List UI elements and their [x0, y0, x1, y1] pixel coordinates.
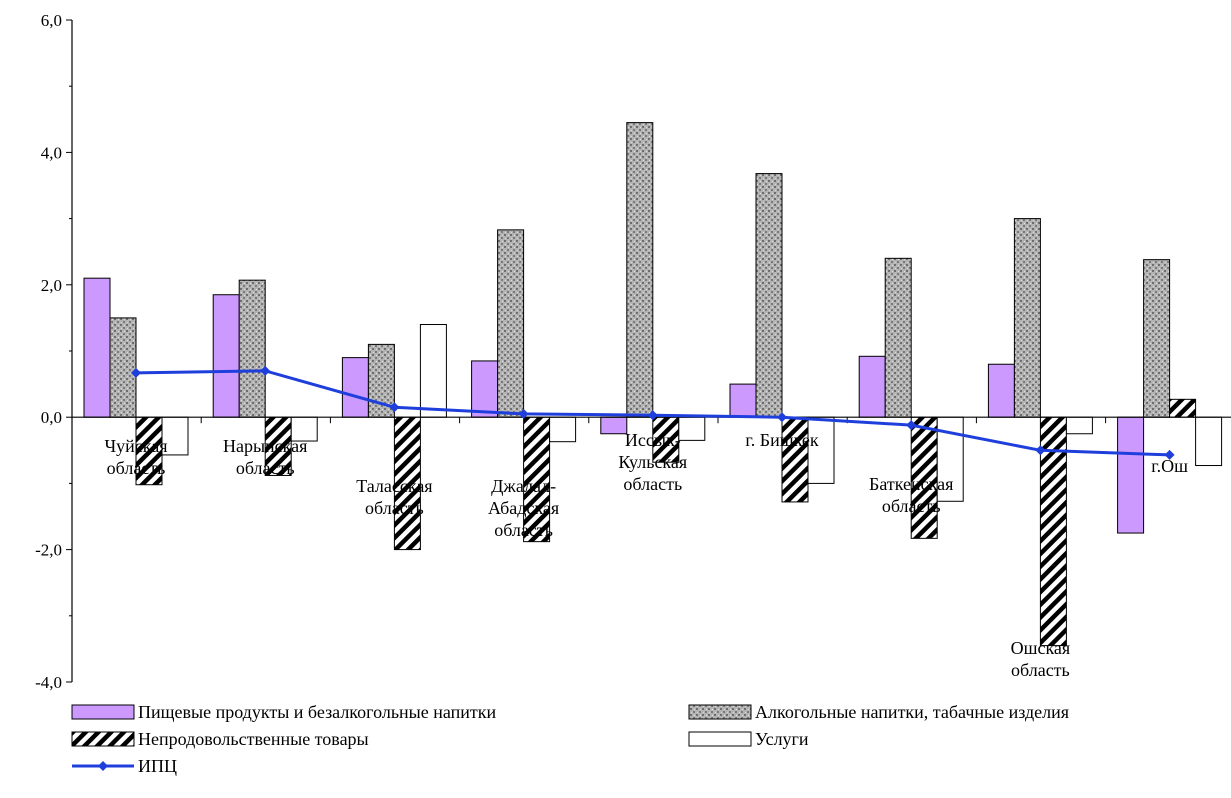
- legend-label: Пищевые продукты и безалкогольные напитк…: [138, 702, 497, 722]
- legend-swatch: [71, 731, 135, 747]
- nonfood-bar: [1169, 398, 1197, 418]
- category-label-line: область: [494, 520, 553, 540]
- legend-item: Непродовольственные товары: [71, 729, 369, 749]
- nonfood-bar: [1039, 416, 1067, 647]
- legend-item: Алкогольные напитки, табачные изделия: [688, 702, 1069, 722]
- y-tick-label: -2,0: [35, 541, 62, 560]
- category-label: г.Ош: [1151, 456, 1188, 476]
- services-bar: [161, 416, 189, 456]
- category-label-line: область: [107, 458, 166, 478]
- food-bar: [858, 355, 886, 418]
- services-bar: [549, 416, 577, 443]
- legend-label: Услуги: [755, 729, 809, 749]
- alcohol-bar: [109, 317, 137, 418]
- cpi-point: [777, 412, 787, 423]
- nonfood-bar: [523, 416, 551, 543]
- alcohol-bar: [884, 257, 912, 418]
- legend-item: Услуги: [688, 729, 809, 749]
- category-label-line: г. Бишкек: [745, 430, 818, 450]
- category-label-line: Ошская: [1011, 638, 1071, 658]
- food-bar: [729, 383, 757, 418]
- category-label-line: Джалал-: [491, 476, 556, 496]
- category-label-line: область: [236, 458, 295, 478]
- cpi-point: [647, 410, 658, 421]
- y-tick-label: 0,0: [41, 408, 62, 427]
- nonfood-bar: [393, 416, 421, 551]
- cpi-point: [518, 408, 529, 419]
- services-bar: [1065, 416, 1093, 435]
- legend-label: ИПЦ: [138, 756, 177, 776]
- services-bar: [678, 416, 706, 441]
- category-label-line: Кульская: [618, 452, 687, 472]
- cpi-point: [389, 402, 400, 413]
- y-tick-label: -4,0: [35, 673, 62, 692]
- food-bar: [987, 363, 1015, 418]
- cpi-point: [1035, 445, 1046, 456]
- legend-marker: [98, 761, 108, 771]
- services-bar: [1195, 416, 1223, 467]
- category-label: г. Бишкек: [745, 430, 818, 450]
- y-tick-label: 2,0: [41, 276, 62, 295]
- cpi-point: [131, 367, 141, 378]
- cpi-point: [906, 420, 917, 431]
- alcohol-bar: [626, 122, 654, 418]
- category-label-line: Абадская: [488, 498, 559, 518]
- services-bar: [807, 416, 835, 484]
- food-bar: [341, 357, 369, 418]
- food-bar: [471, 360, 499, 418]
- y-tick-label: 6,0: [41, 11, 62, 30]
- category-label-line: Чуйская: [104, 436, 167, 456]
- category-label-line: Таласская: [356, 476, 432, 496]
- alcohol-bar: [497, 229, 525, 418]
- category-label-line: Баткенская: [869, 474, 953, 494]
- cpi-point: [1164, 449, 1175, 460]
- legend-swatch: [688, 731, 752, 747]
- category-label-line: область: [365, 498, 424, 518]
- alcohol-bar: [238, 279, 266, 418]
- legend-swatch: [71, 704, 135, 720]
- legend-label: Алкогольные напитки, табачные изделия: [755, 702, 1069, 722]
- food-bar: [600, 416, 628, 435]
- alcohol-bar: [755, 173, 783, 418]
- food-bar: [1117, 416, 1145, 534]
- legend-item: Пищевые продукты и безалкогольные напитк…: [71, 702, 497, 722]
- cpi-point: [260, 365, 271, 376]
- legend-label: Непродовольственные товары: [138, 729, 369, 749]
- nonfood-bar: [781, 416, 809, 503]
- food-bar: [83, 277, 111, 418]
- category-label-line: Иссык-: [625, 430, 681, 450]
- nonfood-bar: [135, 416, 163, 486]
- services-bar: [419, 324, 447, 418]
- alcohol-bar: [1143, 259, 1171, 418]
- category-label-line: область: [623, 474, 682, 494]
- nonfood-bar: [910, 416, 938, 539]
- y-tick-label: 4,0: [41, 143, 62, 162]
- alcohol-bar: [1013, 218, 1041, 418]
- category-label-line: область: [1011, 660, 1070, 680]
- legend-item: ИПЦ: [72, 756, 177, 776]
- category-label-line: Нарынская: [223, 436, 307, 456]
- category-label-line: область: [882, 496, 941, 516]
- food-bar: [212, 294, 240, 418]
- category-label-line: г.Ош: [1151, 456, 1188, 476]
- legend-swatch: [688, 704, 752, 720]
